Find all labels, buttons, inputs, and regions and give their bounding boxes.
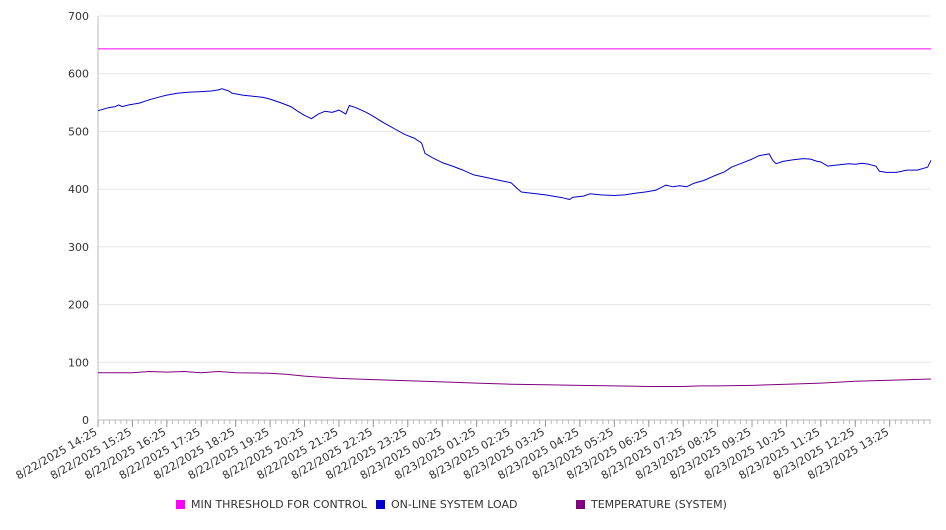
legend-item-min-threshold: MIN THRESHOLD FOR CONTROL (176, 498, 367, 511)
y-tick-label: 200 (68, 299, 89, 312)
legend-label-min-threshold: MIN THRESHOLD FOR CONTROL (191, 498, 367, 511)
series-line-2 (98, 371, 932, 387)
y-tick-label: 100 (68, 356, 89, 369)
y-tick-labels: 0 100 200 300 400 500 600 700 (68, 10, 89, 427)
y-tick-label: 300 (68, 241, 89, 254)
legend-swatch-system-load (376, 500, 385, 509)
y-tick-label: 400 (68, 183, 89, 196)
y-tick-label: 700 (68, 10, 89, 23)
axes (97, 16, 931, 427)
y-tick-label: 600 (68, 68, 89, 81)
legend-item-system-load: ON-LINE SYSTEM LOAD (376, 498, 517, 511)
y-tick-label: 0 (82, 414, 89, 427)
legend-label-temperature: TEMPERATURE (SYSTEM) (591, 498, 727, 511)
legend: MIN THRESHOLD FOR CONTROL ON-LINE SYSTEM… (0, 498, 946, 514)
gridlines (98, 15, 931, 363)
series-lines (97, 48, 932, 387)
x-tick-labels: 8/22/2025 14:258/22/2025 15:258/22/2025 … (14, 425, 892, 482)
legend-swatch-temperature (576, 500, 585, 509)
y-tick-label: 500 (68, 125, 89, 138)
series-line-1 (97, 88, 932, 200)
legend-swatch-min-threshold (176, 500, 185, 509)
legend-label-system-load: ON-LINE SYSTEM LOAD (391, 498, 518, 511)
legend-item-temperature: TEMPERATURE (SYSTEM) (576, 498, 727, 511)
